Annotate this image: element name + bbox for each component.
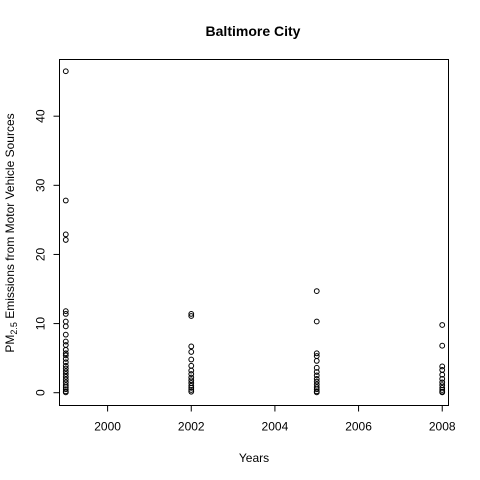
data-point: [313, 358, 320, 364]
data-point: [188, 374, 195, 381]
data-point: [62, 389, 69, 396]
data-point: [62, 352, 69, 359]
data-point: [439, 342, 446, 349]
data-point: [62, 323, 69, 330]
data-point: [188, 387, 195, 393]
x-tick-label: 2002: [178, 420, 205, 434]
data-point: [62, 338, 69, 345]
data-point: [188, 349, 195, 355]
data-point: [188, 311, 195, 317]
x-tick-label: 2000: [94, 420, 121, 434]
y-tick-label: 20: [34, 247, 48, 261]
data-point: [62, 386, 69, 393]
data-point: [62, 331, 69, 338]
data-point: [62, 355, 69, 362]
data-point: [62, 368, 69, 375]
x-axis-label: Years: [239, 451, 269, 465]
data-point: [62, 365, 69, 372]
data-point: [188, 367, 195, 374]
data-point: [439, 375, 446, 382]
data-point: [62, 237, 69, 243]
x-tick-label: 2008: [429, 420, 456, 434]
data-point: [439, 366, 446, 373]
data-point: [313, 364, 320, 371]
data-points: [62, 68, 446, 396]
data-point: [62, 342, 69, 348]
chart-title: Baltimore City: [206, 23, 301, 39]
data-point: [188, 362, 195, 369]
data-point: [62, 231, 69, 238]
y-tick-label: 40: [34, 109, 48, 123]
data-point: [439, 363, 446, 370]
data-point: [439, 371, 446, 378]
y-axis-label-subscript: 2.5: [9, 322, 19, 335]
data-point: [188, 356, 195, 363]
data-point: [313, 350, 320, 357]
data-point: [313, 375, 320, 382]
data-point: [62, 311, 69, 317]
data-point: [188, 313, 195, 319]
data-point: [62, 318, 69, 325]
data-point: [62, 68, 69, 75]
y-tick-label: 0: [34, 389, 48, 396]
y-axis-label-suffix: Emissions from Motor Vehicle Sources: [3, 113, 17, 322]
data-point: [188, 384, 195, 391]
data-point: [188, 371, 195, 377]
data-point: [62, 350, 69, 357]
data-point: [439, 322, 446, 328]
data-point: [62, 376, 69, 383]
data-point: [188, 388, 195, 395]
data-point: [62, 197, 69, 204]
data-point: [313, 288, 320, 294]
data-point: [313, 318, 320, 325]
plot-box: [59, 59, 449, 406]
x-tick-label: 2004: [262, 420, 289, 434]
data-point: [313, 378, 320, 385]
x-tick-label: 2006: [345, 420, 372, 434]
data-point: [62, 359, 69, 366]
data-point: [62, 362, 69, 369]
data-point: [313, 386, 320, 393]
data-point: [62, 371, 69, 377]
data-point: [313, 372, 320, 379]
data-point: [188, 382, 195, 389]
data-point: [188, 377, 195, 384]
y-axis: 0 10 20 30 40: [34, 109, 60, 396]
data-point: [62, 382, 69, 389]
y-axis-label: PM2.5 Emissions from Motor Vehicle Sourc…: [3, 113, 19, 352]
data-point: [62, 308, 69, 315]
data-point: [439, 389, 446, 396]
data-point: [188, 343, 195, 350]
x-axis: 2000 2002 2004 2006 2008: [94, 405, 456, 434]
data-point: [439, 379, 446, 386]
data-point: [62, 346, 69, 353]
data-point: [62, 373, 69, 380]
data-point: [439, 387, 446, 393]
data-point: [313, 369, 320, 375]
y-tick-label: 30: [34, 178, 48, 192]
y-axis-label-prefix: PM: [3, 335, 17, 353]
data-point: [313, 389, 320, 396]
y-tick-label: 10: [34, 317, 48, 331]
